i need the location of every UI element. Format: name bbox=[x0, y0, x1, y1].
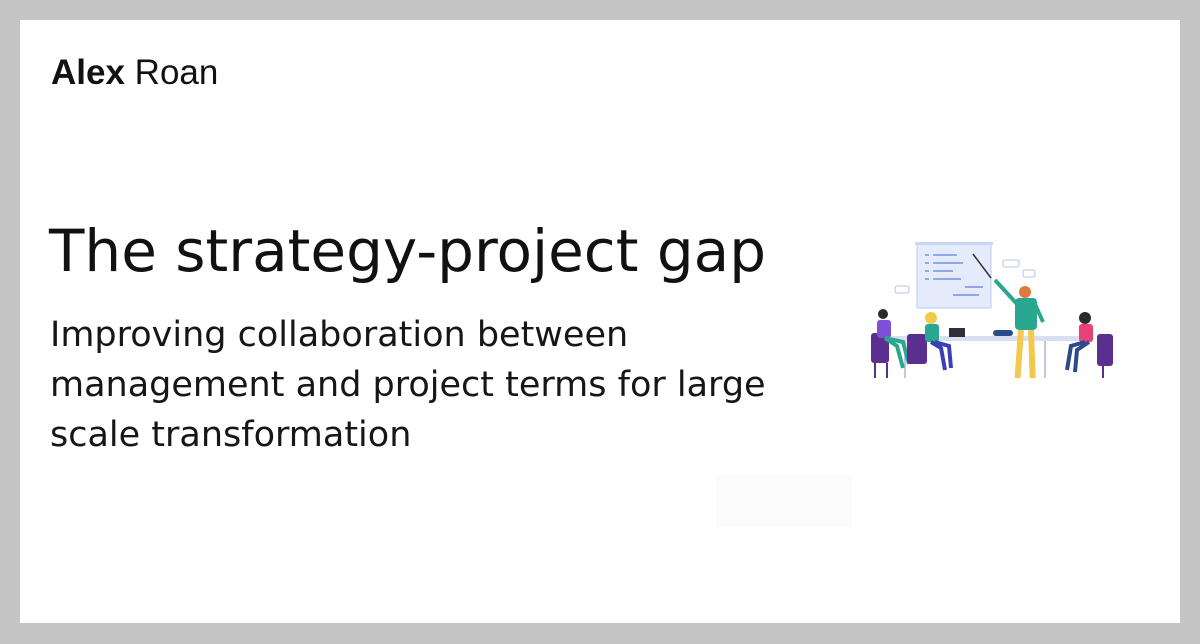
person-left bbox=[871, 309, 911, 378]
team-meeting-illustration bbox=[871, 242, 1113, 378]
meeting-table bbox=[873, 330, 1093, 378]
person-middle bbox=[907, 312, 965, 371]
card: Alex Roan The strategy-project gap Impro… bbox=[20, 20, 1180, 623]
article-title: The strategy-project gap bbox=[49, 217, 767, 285]
speech-bubbles bbox=[894, 259, 1036, 294]
author-name: Alex Roan bbox=[51, 52, 218, 94]
faint-placeholder bbox=[716, 475, 852, 527]
article-subtitle: Improving collaboration between manageme… bbox=[50, 315, 766, 455]
author-last-name: Roan bbox=[134, 53, 219, 92]
person-right bbox=[1065, 312, 1113, 378]
presentation-board bbox=[915, 242, 993, 309]
person-presenter bbox=[993, 278, 1045, 378]
author-first-name: Alex bbox=[51, 53, 125, 92]
